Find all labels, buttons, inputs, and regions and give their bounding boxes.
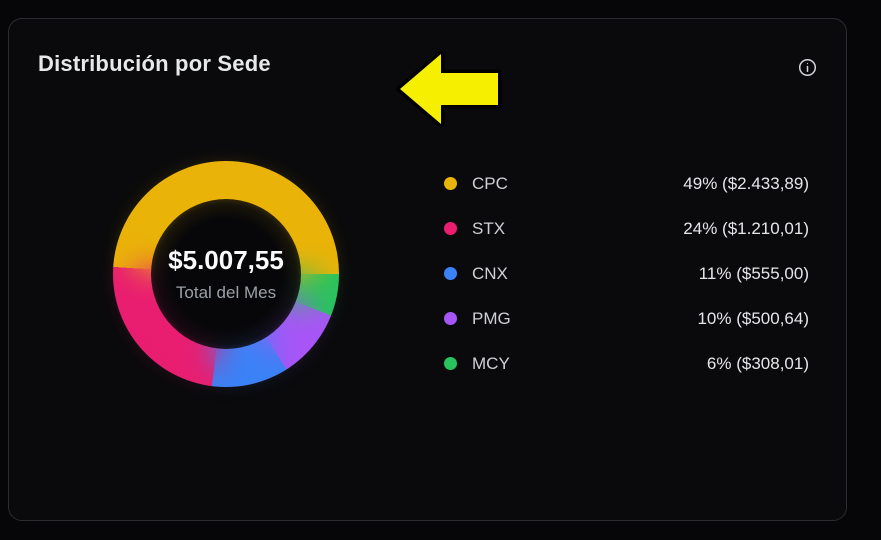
legend-color-dot <box>444 357 457 370</box>
legend-color-dot <box>444 222 457 235</box>
legend-value: 11% ($555,00) <box>698 263 809 283</box>
chart-center-subtitle: Total del Mes <box>175 283 277 302</box>
legend-color-dot <box>444 312 457 325</box>
annotation-arrow <box>394 45 504 133</box>
legend-row-stx[interactable]: STX 24% ($1.210,01) <box>444 206 809 251</box>
legend-label: STX <box>472 218 506 238</box>
legend-value: 10% ($500,64) <box>697 308 809 328</box>
legend-label: CNX <box>472 263 508 283</box>
card-title: Distribución por Sede <box>38 51 271 76</box>
legend-row-pmg[interactable]: PMG 10% ($500,64) <box>444 296 809 341</box>
chart-center-total: $5.007,55 <box>168 245 284 275</box>
donut-hole <box>151 199 301 349</box>
legend-row-cnx[interactable]: CNX 11% ($555,00) <box>444 251 809 296</box>
legend-label: PMG <box>472 308 511 328</box>
legend-value: 49% ($2.433,89) <box>683 173 809 193</box>
info-circle-icon <box>798 58 816 76</box>
legend-value: 24% ($1.210,01) <box>683 218 809 238</box>
legend-row-mcy[interactable]: MCY 6% ($308,01) <box>444 341 809 386</box>
info-button[interactable] <box>795 55 819 79</box>
legend-row-cpc[interactable]: CPC 49% ($2.433,89) <box>444 161 809 206</box>
legend-label: CPC <box>472 173 508 193</box>
donut-center-text: $5.007,55 Total del Mes <box>113 161 339 387</box>
legend-label: MCY <box>472 353 510 373</box>
legend-color-dot <box>444 177 457 190</box>
chart-legend: CPC 49% ($2.433,89) STX 24% ($1.210,01) CNX 1… <box>444 161 809 386</box>
legend-value: 6% ($308,01) <box>706 353 809 373</box>
legend-color-dot <box>444 267 457 280</box>
arrow-left-icon <box>396 50 502 128</box>
donut-chart[interactable]: $5.007,55 Total del Mes <box>113 161 339 387</box>
